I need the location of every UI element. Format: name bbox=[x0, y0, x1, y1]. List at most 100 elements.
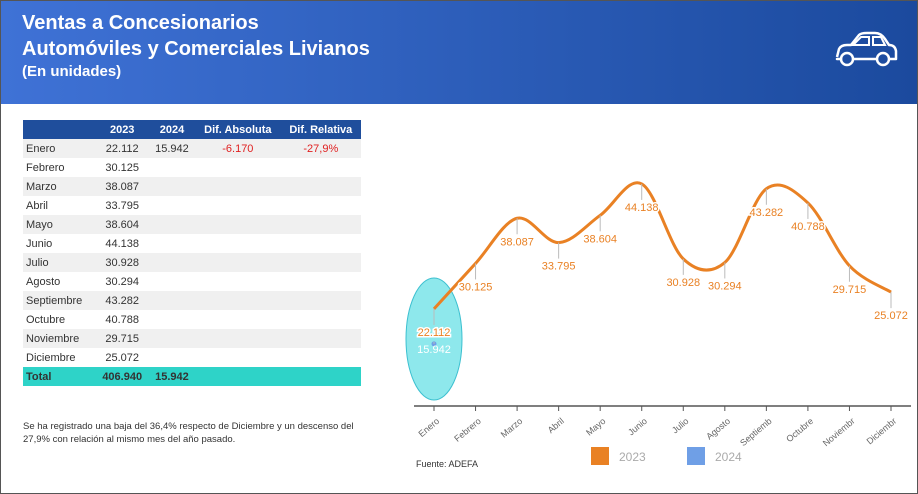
cell: Enero bbox=[23, 139, 96, 158]
cell bbox=[195, 291, 281, 310]
cell bbox=[280, 215, 361, 234]
value-label: 30.928 bbox=[666, 277, 700, 289]
table-row: Enero 22.112 15.942 -6.170 -27,9% bbox=[23, 139, 361, 158]
x-tick-label: Septiemb bbox=[738, 416, 774, 448]
legend-label: 2023 bbox=[619, 450, 646, 464]
x-tick-label: Julio bbox=[670, 416, 691, 436]
cell: 22.112 bbox=[95, 139, 149, 158]
cell: 29.715 bbox=[95, 329, 149, 348]
cell bbox=[195, 367, 281, 386]
table-row: Abril 33.795 bbox=[23, 196, 361, 215]
legend-swatch bbox=[591, 447, 609, 465]
table-row: Marzo 38.087 bbox=[23, 177, 361, 196]
x-tick-label: Enero bbox=[416, 416, 441, 439]
cell: 15.942 bbox=[148, 367, 196, 386]
table-row: Junio 44.138 bbox=[23, 234, 361, 253]
car-icon bbox=[835, 31, 898, 67]
cell: 38.087 bbox=[95, 177, 149, 196]
value-label: 30.125 bbox=[459, 281, 493, 293]
table-row: Total 406.940 15.942 bbox=[23, 367, 361, 386]
header-row: 2023 2024 Dif. Absoluta Dif. Relativa bbox=[23, 120, 361, 139]
cell: 30.928 bbox=[95, 253, 149, 272]
value-label: 15.942 bbox=[417, 344, 451, 356]
cell bbox=[195, 329, 281, 348]
legend-label: 2024 bbox=[715, 450, 742, 464]
cell: 38.604 bbox=[95, 215, 149, 234]
x-tick-label: Octubre bbox=[784, 416, 815, 444]
header-cell bbox=[23, 120, 96, 139]
value-label: 38.087 bbox=[500, 236, 534, 248]
cell bbox=[148, 215, 196, 234]
cell: Septiembre bbox=[23, 291, 96, 310]
table-row: Septiembre 43.282 bbox=[23, 291, 361, 310]
value-label: 38.604 bbox=[583, 233, 617, 245]
header-cell: 2023 bbox=[95, 120, 149, 139]
cell: Agosto bbox=[26, 275, 61, 288]
x-tick-label: Noviembr bbox=[821, 416, 857, 448]
cell: Total bbox=[23, 367, 96, 386]
value-label: 40.788 bbox=[791, 221, 825, 233]
value-label: 25.072 bbox=[874, 310, 908, 322]
title: Automóviles y Comerciales Livianos bbox=[22, 38, 370, 60]
legend-swatch bbox=[687, 447, 705, 465]
cell bbox=[148, 177, 196, 196]
x-tick-label: Abril bbox=[546, 416, 566, 435]
cell bbox=[280, 367, 361, 386]
header-cell: Dif. Absoluta bbox=[195, 120, 281, 139]
cell: 43.282 bbox=[95, 291, 149, 310]
table-row: Febrero 30.125 bbox=[23, 158, 361, 177]
cell: Marzo bbox=[23, 177, 96, 196]
header: Ventas a Concesionarios Automóviles y Co… bbox=[1, 1, 917, 104]
value-label: 43.282 bbox=[750, 207, 784, 219]
cell: 25.072 bbox=[105, 351, 140, 364]
header-cell: Dif. Relativa bbox=[280, 120, 361, 139]
sales-table: 2023 2024 Dif. Absoluta Dif. Relativa Enero 2… bbox=[23, 120, 361, 386]
cell bbox=[195, 215, 281, 234]
cell: -6.170 bbox=[195, 139, 281, 158]
table-row: Agosto 30.294 bbox=[23, 272, 361, 291]
cell bbox=[195, 177, 281, 196]
cell: -27,9% bbox=[280, 139, 361, 158]
x-tick-label: Agosto bbox=[704, 416, 732, 442]
cell: 33.795 bbox=[105, 199, 140, 212]
cell bbox=[195, 253, 281, 272]
table-row: Octubre 40.788 bbox=[23, 310, 361, 329]
header-cell: 2024 bbox=[148, 120, 196, 139]
cell: Junio bbox=[26, 237, 53, 250]
value-label: 44.138 bbox=[625, 202, 659, 214]
table-row: Diciembre 25.072 bbox=[23, 348, 361, 367]
x-tick-label: Mayo bbox=[584, 416, 607, 438]
cell bbox=[280, 329, 361, 348]
table-row: Mayo 38.604 bbox=[23, 215, 361, 234]
cell: 15.942 bbox=[148, 139, 196, 158]
x-tick-label: Marzo bbox=[499, 416, 525, 440]
cell: 40.788 bbox=[105, 313, 140, 326]
x-tick-label: Diciembr bbox=[865, 416, 899, 446]
note: Se ha registrado una baja del 36,4% resp… bbox=[23, 421, 354, 445]
cell bbox=[148, 329, 196, 348]
value-label: 33.795 bbox=[542, 261, 576, 273]
subtitle: (En unidades) bbox=[22, 63, 122, 80]
cell bbox=[148, 253, 196, 272]
value-label: 30.294 bbox=[708, 280, 742, 292]
cell: Julio bbox=[23, 253, 96, 272]
cell: Abril bbox=[26, 199, 49, 212]
source: Fuente: ADEFA bbox=[416, 459, 478, 469]
cell: 30.125 bbox=[105, 161, 140, 174]
cell: 30.294 bbox=[105, 275, 140, 288]
table-row: Julio 30.928 bbox=[23, 253, 361, 272]
cell bbox=[148, 291, 196, 310]
table-row: Noviembre 29.715 bbox=[23, 329, 361, 348]
cell: Diciembre bbox=[26, 351, 76, 364]
highlight bbox=[405, 277, 463, 401]
title: Ventas a Concesionarios bbox=[22, 12, 259, 34]
value-label: 29.715 bbox=[833, 284, 867, 296]
cell: 406.940 bbox=[95, 367, 149, 386]
cell: Febrero bbox=[26, 161, 65, 174]
value-label: 22.112 bbox=[418, 327, 451, 339]
cell bbox=[280, 291, 361, 310]
cell: Noviembre bbox=[23, 329, 96, 348]
cell bbox=[280, 177, 361, 196]
